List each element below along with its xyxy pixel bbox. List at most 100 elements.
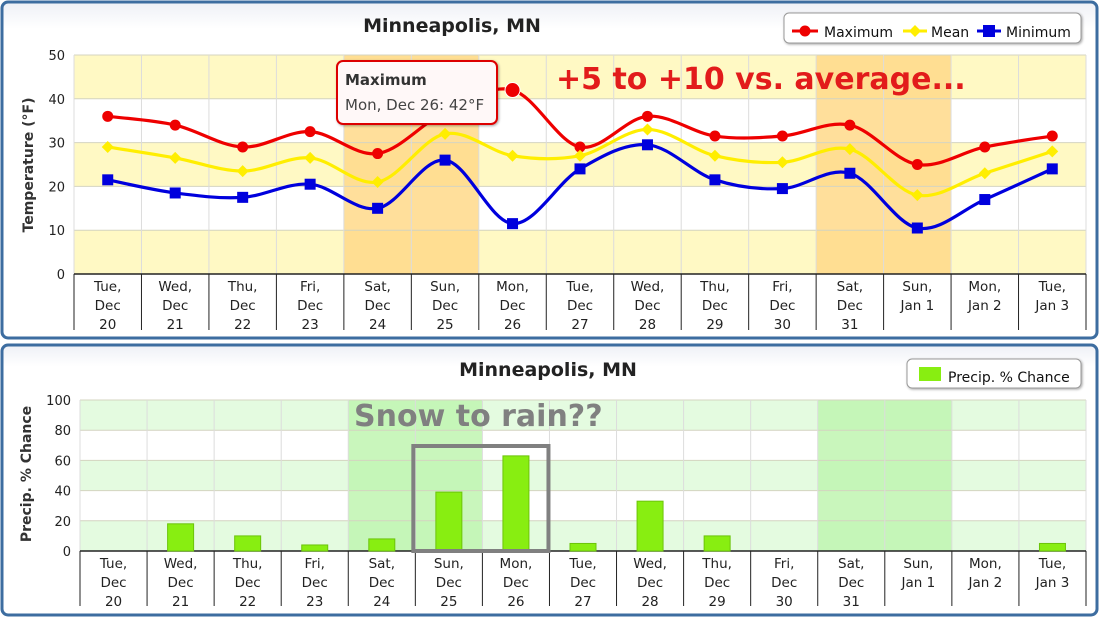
precip-bar <box>167 523 195 552</box>
legend-item-maximum[interactable]: Maximum <box>792 25 893 41</box>
t-x-tick-label: 20 <box>99 317 116 333</box>
p-x-tick-label: Tue, <box>568 556 596 572</box>
legend-mean-label: Mean <box>931 25 969 41</box>
p-x-tick-label: Dec <box>168 575 194 591</box>
p-y-tick-label: 40 <box>54 485 71 500</box>
data-point-minimum <box>709 174 721 186</box>
data-point-mean <box>439 127 452 140</box>
t-x-tick-label: 22 <box>234 317 251 333</box>
precip-bands <box>80 400 1086 551</box>
data-point-maximum <box>641 110 653 122</box>
data-point-mean <box>641 123 654 136</box>
temperature-chart-panel: Minneapolis, MN Temperature (°F) 0 10 20 30… <box>0 0 1099 340</box>
t-x-tick-label: Dec <box>297 298 323 314</box>
p-x-tick-label: Tue, <box>99 556 127 572</box>
t-x-tick-label: Sun, <box>430 279 460 295</box>
t-x-tick-label: 30 <box>774 317 791 333</box>
precip-legend: Precip. % Chance <box>906 358 1082 389</box>
t-x-tick-label: Tue, <box>565 279 593 295</box>
precip-bars <box>167 455 1066 552</box>
data-point-maximum <box>776 130 788 142</box>
data-point-maximum <box>911 159 923 170</box>
p-x-tick-label: 25 <box>440 594 457 610</box>
data-point-maximum <box>237 141 249 153</box>
t-x-tick-label: Fri, <box>300 279 320 295</box>
legend-precip-swatch-icon <box>919 367 941 381</box>
legend-maximum-marker-icon <box>799 25 811 37</box>
data-point-minimum <box>169 187 181 199</box>
precip-bar <box>502 455 530 552</box>
data-point-minimum <box>844 167 856 179</box>
p-x-tick-label: Dec <box>369 575 395 591</box>
data-point-maximum <box>102 110 114 122</box>
t-x-tick-label: Thu, <box>227 279 258 295</box>
t-y-tick-label: 30 <box>48 137 65 152</box>
data-point-minimum <box>304 178 316 190</box>
legend-maximum-label: Maximum <box>824 25 893 41</box>
t-x-tick-label: Dec <box>432 298 458 314</box>
data-point-mean <box>371 176 384 189</box>
legend-item-minimum[interactable]: Minimum <box>977 25 1071 41</box>
p-x-tick-label: 23 <box>306 594 323 610</box>
data-point-minimum <box>776 183 788 195</box>
data-point-maximum <box>844 119 856 131</box>
data-point-mean <box>911 189 924 202</box>
p-x-tick-label: 22 <box>239 594 256 610</box>
data-point-minimum <box>439 154 451 166</box>
t-x-tick-label: Wed, <box>158 279 192 295</box>
precip-chart-panel: Minneapolis, MN Precip. % Chance 0 20 40 60… <box>0 343 1099 617</box>
data-point-maximum <box>979 141 991 153</box>
t-x-tick-label: 28 <box>639 317 656 333</box>
temperature-legend: Maximum Mean Minimum <box>783 12 1082 44</box>
data-point-mean <box>776 156 789 169</box>
p-x-tick-label: Tue, <box>1038 556 1066 572</box>
p-x-tick-label: Jan 2 <box>968 575 1003 591</box>
t-x-tick-label: Dec <box>634 298 660 314</box>
precip-bar <box>301 544 329 552</box>
p-x-tick-label: Dec <box>503 575 529 591</box>
precip-bar <box>569 542 597 552</box>
t-x-tick-label: Dec <box>837 298 863 314</box>
p-x-tick-label: Dec <box>771 575 797 591</box>
data-point-minimum <box>911 222 923 234</box>
legend-mean-marker-icon <box>909 25 921 37</box>
data-point-minimum <box>237 191 249 203</box>
t-x-tick-label: Tue, <box>1038 279 1066 295</box>
data-point-mean <box>236 165 249 178</box>
legend-item-precip[interactable]: Precip. % Chance <box>919 367 1070 386</box>
p-y-tick-label: 60 <box>54 454 71 469</box>
legend-item-mean[interactable]: Mean <box>903 25 969 41</box>
t-x-tick-label: Wed, <box>631 279 665 295</box>
p-x-tick-label: Wed, <box>164 556 198 572</box>
t-y-tick-label: 10 <box>48 224 65 239</box>
temperature-tooltip: Maximum Mon, Dec 26: 42°F <box>336 60 498 125</box>
p-y-tick-label: 100 <box>46 394 71 409</box>
t-x-tick-label: Jan 2 <box>967 298 1002 314</box>
p-x-tick-label: Sun, <box>434 556 464 572</box>
t-x-tick-label: Sun, <box>902 279 932 295</box>
p-x-tick-label: 21 <box>172 594 189 610</box>
t-x-tick-label: 21 <box>167 317 184 333</box>
temperature-annotation: +5 to +10 vs. average... <box>556 62 966 97</box>
p-y-tick-label: 20 <box>54 515 71 530</box>
p-x-tick-label: Dec <box>570 575 596 591</box>
p-x-tick-label: 26 <box>507 594 524 610</box>
data-point-mean <box>843 143 856 156</box>
p-x-tick-label: Dec <box>436 575 462 591</box>
t-x-tick-label: Dec <box>162 298 188 314</box>
data-point-mean <box>304 151 317 164</box>
precip-y-tick-labels: 0 20 40 60 80 100 <box>46 394 71 560</box>
p-x-tick-label: Dec <box>235 575 261 591</box>
data-point-mean <box>708 149 721 162</box>
p-x-tick-label: Sat, <box>838 556 864 572</box>
precip-bar <box>1038 542 1066 552</box>
data-point-minimum <box>979 194 991 206</box>
t-x-tick-label: Dec <box>230 298 256 314</box>
t-x-tick-label: Tue, <box>93 279 121 295</box>
precip-annotation: Snow to rain?? <box>354 399 603 434</box>
p-x-tick-label: Fri, <box>305 556 325 572</box>
precip-x-tick-labels: Tue, Dec 20 Wed, Dec 21 Thu, Dec 22 Fri, Dec 23 Sat,… <box>99 556 1069 610</box>
t-x-tick-label: Mon, <box>968 279 1001 295</box>
t-x-tick-label: Jan 1 <box>899 298 934 314</box>
